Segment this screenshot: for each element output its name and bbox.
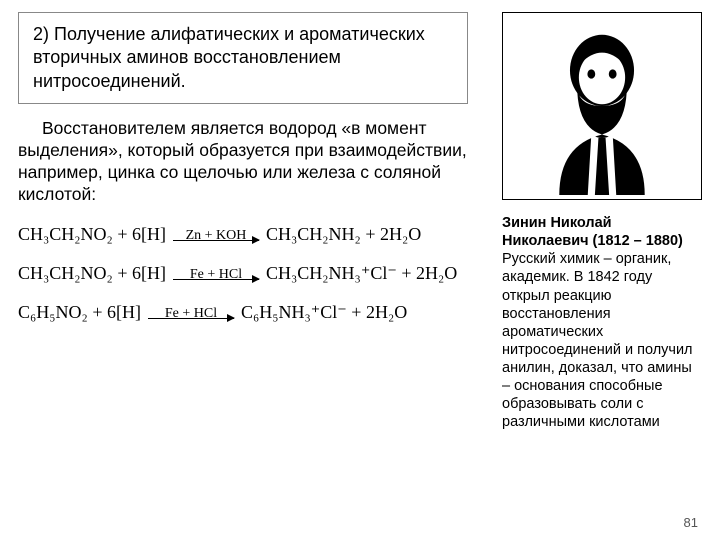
arrow-3: Fe + HCl — [147, 306, 235, 319]
page-number: 81 — [684, 515, 698, 530]
arrow-2: Fe + HCl — [172, 267, 260, 280]
reaction-2-cond: Fe + HCl — [190, 267, 242, 283]
heading-box: 2) Получение алифатических и ароматическ… — [18, 12, 468, 104]
heading-text: 2) Получение алифатических и ароматическ… — [33, 23, 453, 93]
reaction-2-right: CH₃CH₂NH₃⁺Cl⁻ + 2H₂O — [266, 263, 457, 284]
reactions-block: CH₃CH₂NO₂ + 6[H] Zn + KOH CH₃CH₂NH₂ + 2H… — [18, 224, 498, 323]
reaction-2-left: CH₃CH₂NO₂ + 6[H] — [18, 263, 166, 284]
reaction-2: CH₃CH₂NO₂ + 6[H] Fe + HCl CH₃CH₂NH₃⁺Cl⁻ … — [18, 263, 498, 284]
reaction-3-left: C₆H₅NO₂ + 6[H] — [18, 302, 141, 323]
right-column: Зинин Николай Николаевич (1812 – 1880) Р… — [502, 12, 702, 432]
portrait-frame — [502, 12, 702, 200]
reaction-1-left: CH₃CH₂NO₂ + 6[H] — [18, 224, 166, 245]
bio-text: Русский химик – органик, академик. В 184… — [502, 251, 693, 430]
reaction-3-cond: Fe + HCl — [165, 306, 217, 322]
reaction-3-right: C₆H₅NH₃⁺Cl⁻ + 2H₂O — [241, 302, 407, 323]
intro-text: Восстановителем является водород «в моме… — [18, 118, 467, 204]
reaction-1: CH₃CH₂NO₂ + 6[H] Zn + KOH CH₃CH₂NH₂ + 2H… — [18, 224, 498, 245]
biography: Зинин Николай Николаевич (1812 – 1880) Р… — [502, 214, 702, 432]
reaction-1-right: CH₃CH₂NH₂ + 2H₂O — [266, 224, 421, 245]
portrait-icon — [507, 17, 697, 195]
intro-paragraph: Восстановителем является водород «в моме… — [18, 118, 468, 206]
reaction-3: C₆H₅NO₂ + 6[H] Fe + HCl C₆H₅NH₃⁺Cl⁻ + 2H… — [18, 302, 498, 323]
reaction-1-cond: Zn + KOH — [186, 228, 247, 244]
bio-name: Зинин Николай Николаевич (1812 – 1880) — [502, 215, 683, 249]
arrow-1: Zn + KOH — [172, 228, 260, 241]
